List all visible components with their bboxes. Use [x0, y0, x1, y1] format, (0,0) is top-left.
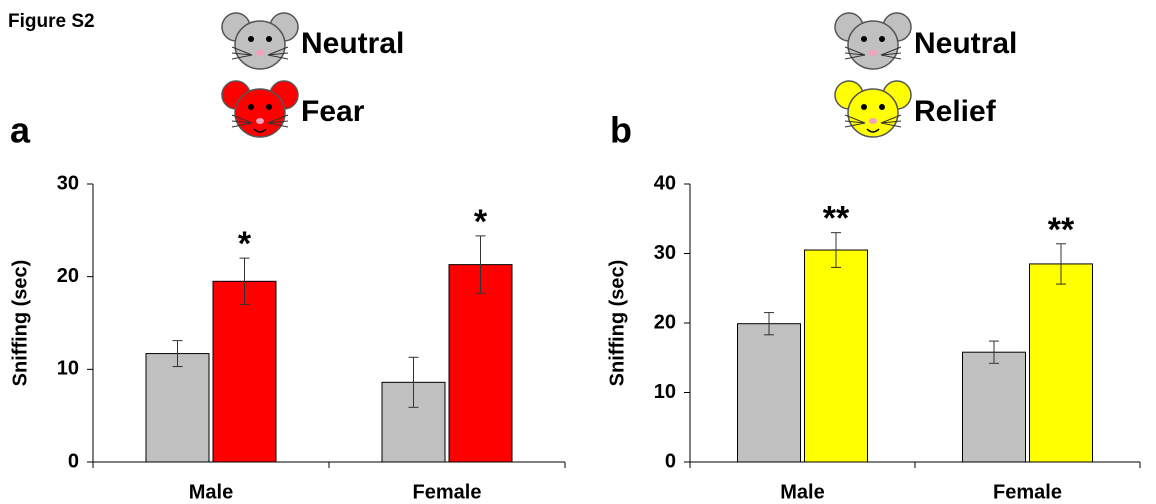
bar: [213, 281, 276, 462]
y-tick-label: 40: [654, 172, 676, 194]
bar: [449, 265, 512, 462]
mouse-eye: [248, 36, 254, 42]
mouse-eye: [879, 104, 885, 110]
panel-letter: a: [10, 110, 31, 151]
bar: [1030, 264, 1093, 462]
mouse-head: [235, 21, 285, 69]
significance-label: *: [238, 225, 252, 263]
mouse-eye: [266, 36, 272, 42]
x-tick-label: Female: [993, 481, 1062, 503]
y-tick-label: 20: [654, 311, 676, 333]
bar: [805, 250, 868, 462]
mouse-eye: [248, 104, 254, 110]
x-tick-label: Male: [189, 481, 233, 503]
y-axis-label: Sniffing (sec): [606, 260, 628, 387]
mouse-nose: [869, 50, 877, 56]
legend-label: Neutral: [914, 27, 1017, 60]
bar: [146, 354, 209, 462]
mouse-eye: [861, 104, 867, 110]
mouse-icon: [222, 81, 298, 137]
legend-label: Fear: [301, 95, 365, 128]
panel-letter: b: [610, 110, 632, 151]
legend-label: Relief: [914, 95, 997, 128]
mouse-eye: [879, 36, 885, 42]
y-tick-label: 0: [68, 450, 79, 472]
mouse-eye: [861, 36, 867, 42]
mouse-icon: [835, 13, 911, 69]
mouse-icon: [835, 81, 911, 137]
y-tick-label: 30: [57, 172, 79, 194]
mouse-head: [848, 21, 898, 69]
y-axis-label: Sniffing (sec): [9, 260, 31, 387]
figure: Figure S2 a Neutral Fear Sniffing (sec) 0 10 2…: [0, 0, 1156, 504]
x-tick-label: Female: [413, 481, 482, 503]
mouse-head: [848, 89, 898, 137]
mouse-head: [235, 89, 285, 137]
mouse-nose: [869, 118, 877, 124]
bar: [738, 324, 801, 462]
significance-label: *: [474, 203, 488, 241]
y-tick-label: 20: [57, 265, 79, 287]
x-tick-label: Male: [780, 481, 824, 503]
mouse-eye: [266, 104, 272, 110]
mouse-nose: [256, 50, 264, 56]
y-tick-label: 10: [654, 381, 676, 403]
mouse-icon: [222, 13, 298, 69]
y-tick-label: 30: [654, 242, 676, 264]
figure-label: Figure S2: [8, 11, 95, 32]
legend-label: Neutral: [301, 27, 404, 60]
bar: [963, 352, 1026, 462]
significance-label: **: [823, 200, 850, 238]
mouse-nose: [256, 118, 264, 124]
significance-label: **: [1048, 211, 1075, 249]
y-tick-label: 0: [665, 450, 676, 472]
y-tick-label: 10: [57, 358, 79, 380]
